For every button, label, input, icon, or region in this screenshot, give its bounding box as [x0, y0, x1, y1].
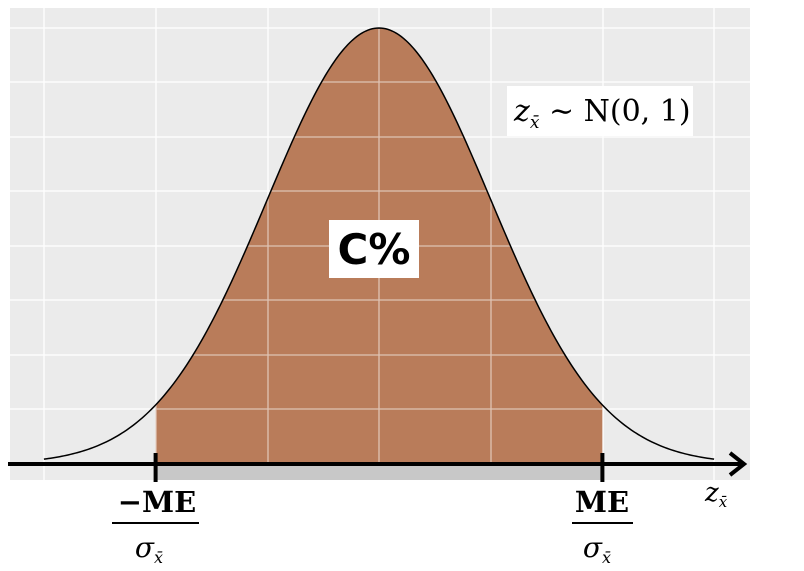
center-label: C% [338, 225, 411, 274]
lower-bound-denominator: σx̄ [135, 531, 163, 567]
distribution-label: zx̄ ∼ N(0, 1) [513, 94, 691, 133]
lower-bound-numerator: −ME [118, 485, 197, 519]
distribution-label-box [507, 86, 693, 136]
x-axis-arrowhead [728, 451, 748, 477]
center-label-box [329, 220, 419, 278]
x-axis-label: zx̄ [704, 478, 728, 511]
upper-bound-denominator: σx̄ [583, 531, 611, 567]
upper-bound-numerator: ME [575, 485, 629, 519]
density-curve [43, 27, 715, 460]
interval-baseline-bar [155, 466, 603, 480]
